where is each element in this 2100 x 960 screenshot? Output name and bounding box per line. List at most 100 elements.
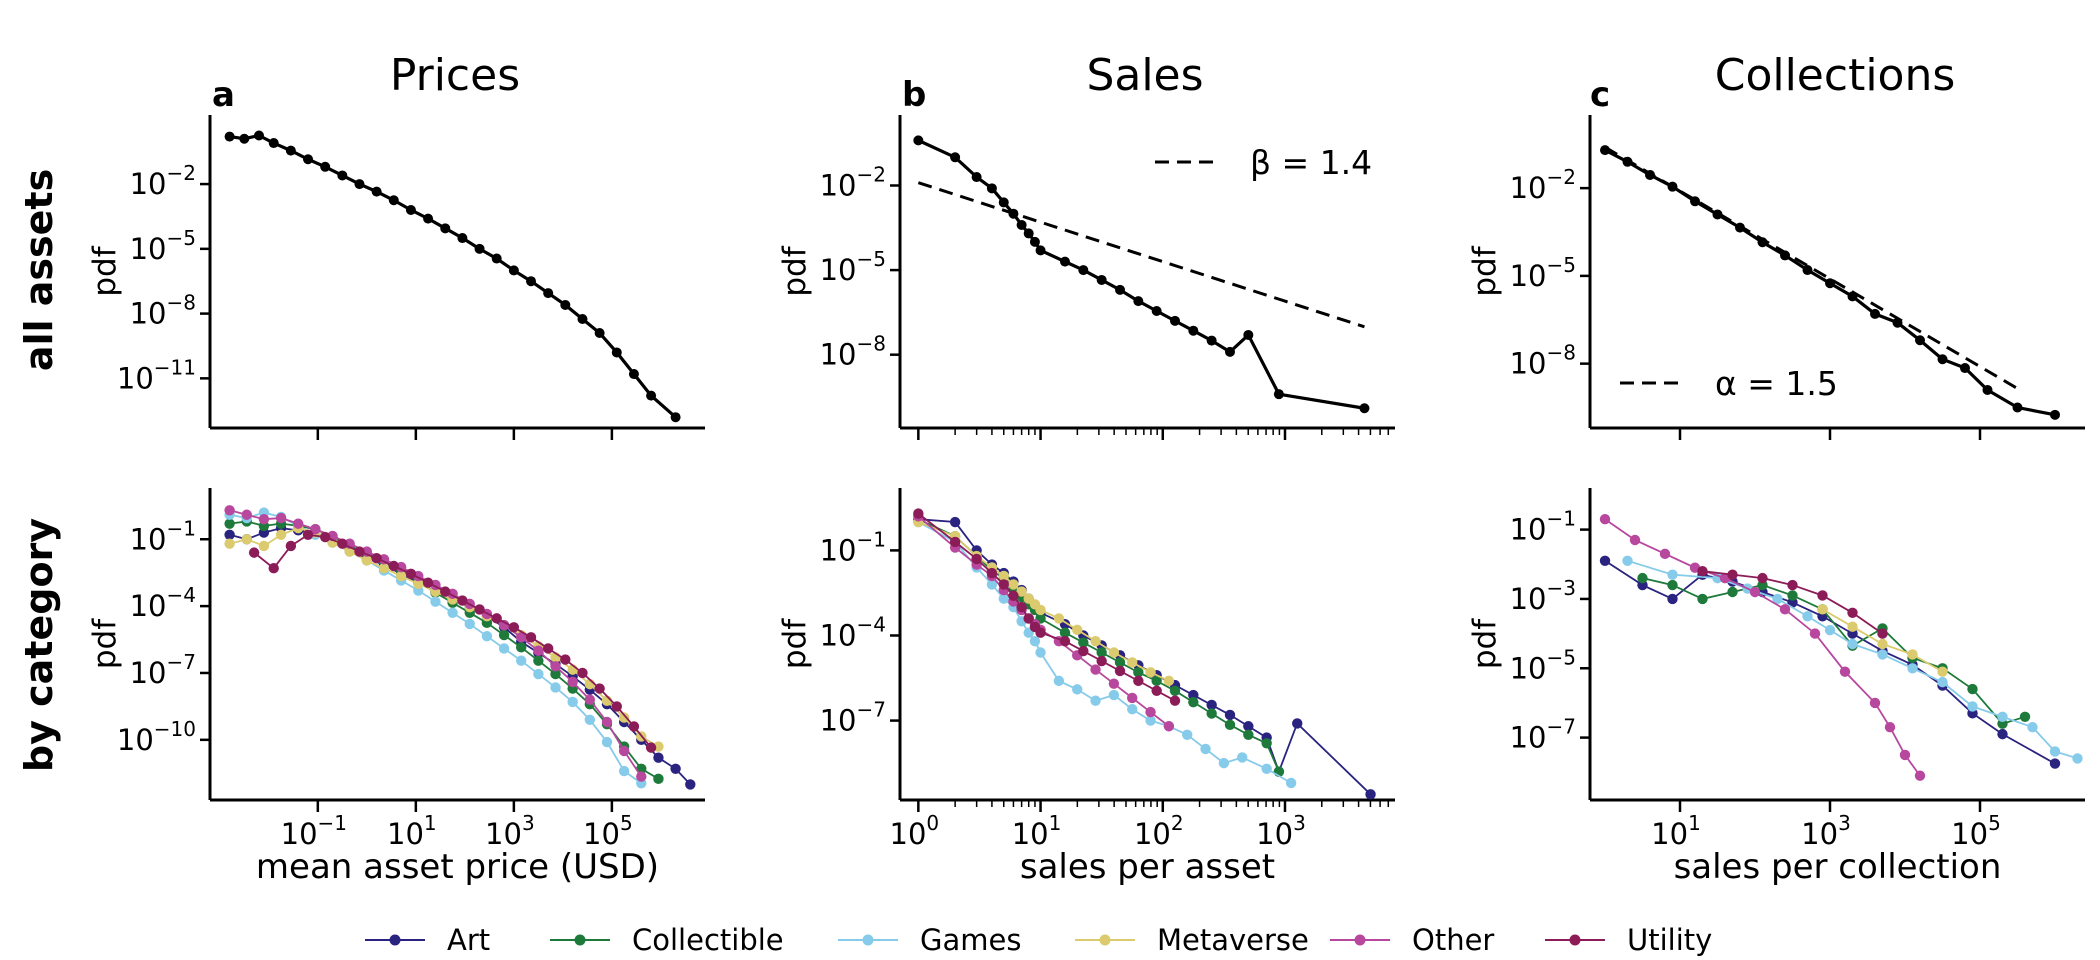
data-point	[646, 390, 657, 401]
data-point	[1667, 593, 1678, 605]
y-tick-label: 10−4	[820, 612, 886, 652]
data-point	[1072, 684, 1083, 695]
data-point	[1145, 667, 1156, 678]
series-line-art	[1604, 560, 2056, 765]
data-point	[1824, 624, 1836, 636]
data-point	[1285, 777, 1297, 789]
y-tick-label: 10−1	[1510, 507, 1576, 547]
y-tick-label: 10−8	[820, 332, 886, 372]
data-point	[560, 299, 571, 310]
data-point	[1224, 709, 1236, 721]
panel-collections-by-category: 10−1 10−3 10−5 10−7 101 103 105 pdf sales per co…	[1467, 488, 2085, 887]
data-point	[1884, 722, 1896, 733]
data-point	[1029, 236, 1040, 247]
x-axis-label: sales per collection	[1674, 847, 2002, 887]
data-point	[1133, 675, 1144, 687]
data-point	[361, 555, 373, 566]
data-point	[440, 223, 451, 234]
data-point	[1072, 624, 1083, 636]
data-point	[1151, 675, 1162, 687]
data-point	[1915, 335, 1925, 346]
data-point	[949, 536, 961, 548]
legend-label-other: Other	[1412, 923, 1494, 957]
data-point	[1016, 586, 1027, 597]
data-point	[1772, 593, 1783, 605]
data-point	[550, 661, 561, 672]
y-tick-label: 10−2	[130, 161, 196, 201]
data-point	[1090, 664, 1101, 675]
data-point	[1023, 228, 1034, 239]
data-point	[1035, 647, 1046, 658]
x-tick-label: 10−1	[281, 811, 347, 851]
data-point	[1877, 649, 1888, 660]
panel-letter-a: a	[212, 75, 235, 115]
data-point	[1008, 590, 1019, 601]
data-point	[1697, 566, 1708, 577]
data-point	[1133, 667, 1144, 678]
data-point	[1690, 196, 1700, 207]
data-point	[224, 529, 235, 540]
data-point	[998, 197, 1009, 208]
legend-marker	[389, 934, 401, 946]
data-point	[320, 161, 331, 172]
data-point	[268, 563, 279, 574]
series-line-collectible	[229, 520, 659, 780]
fit-line	[917, 181, 1365, 329]
data-point	[258, 540, 270, 552]
data-point	[440, 586, 451, 597]
data-point	[498, 619, 510, 631]
y-tick-label: 10−3	[1510, 576, 1576, 616]
data-point	[1059, 627, 1071, 638]
data-point	[1115, 284, 1125, 295]
data-point	[1243, 721, 1254, 732]
data-point	[550, 682, 561, 693]
data-point	[1877, 628, 1888, 639]
data-point	[1847, 621, 1858, 632]
data-point	[1163, 675, 1175, 687]
data-point	[986, 567, 998, 579]
data-point	[285, 145, 296, 156]
data-point	[1907, 649, 1918, 660]
y-tick-label: 10−2	[1510, 165, 1576, 205]
data-point	[950, 152, 961, 163]
data-point	[1114, 665, 1126, 677]
data-point	[248, 547, 260, 558]
legend-label-utility: Utility	[1627, 923, 1712, 957]
data-point	[1035, 604, 1046, 616]
data-point	[508, 622, 520, 633]
data-point	[1937, 354, 1948, 365]
y-tick-label: 10−5	[130, 226, 196, 266]
y-tick-label: 10−2	[820, 162, 886, 202]
data-point	[1359, 403, 1370, 414]
data-point	[2049, 758, 2061, 769]
data-point	[1261, 738, 1272, 749]
data-point	[241, 509, 252, 520]
data-point	[1779, 604, 1791, 615]
data-point	[1877, 638, 1888, 650]
data-point	[508, 265, 519, 276]
data-point	[1127, 704, 1138, 715]
legend-marker	[574, 934, 586, 946]
data-point	[516, 632, 527, 643]
data-point	[1292, 718, 1303, 729]
data-point	[430, 596, 441, 607]
data-point	[1108, 689, 1120, 701]
data-point	[1224, 719, 1236, 731]
data-point	[1108, 678, 1120, 689]
data-point	[1749, 586, 1761, 598]
data-point	[645, 742, 657, 753]
data-point	[1206, 699, 1217, 711]
data-point	[550, 668, 561, 680]
column-title-sales: Sales	[1086, 50, 1203, 101]
data-point	[1817, 590, 1828, 601]
data-point	[378, 563, 390, 574]
y-tick-label: 10−11	[117, 355, 196, 395]
series-line-art	[918, 518, 1372, 795]
x-tick-label: 103	[485, 811, 535, 851]
data-point	[1096, 655, 1107, 667]
data-point	[275, 529, 287, 540]
data-point	[533, 655, 544, 666]
data-point	[498, 629, 510, 641]
data-point	[1169, 695, 1181, 706]
